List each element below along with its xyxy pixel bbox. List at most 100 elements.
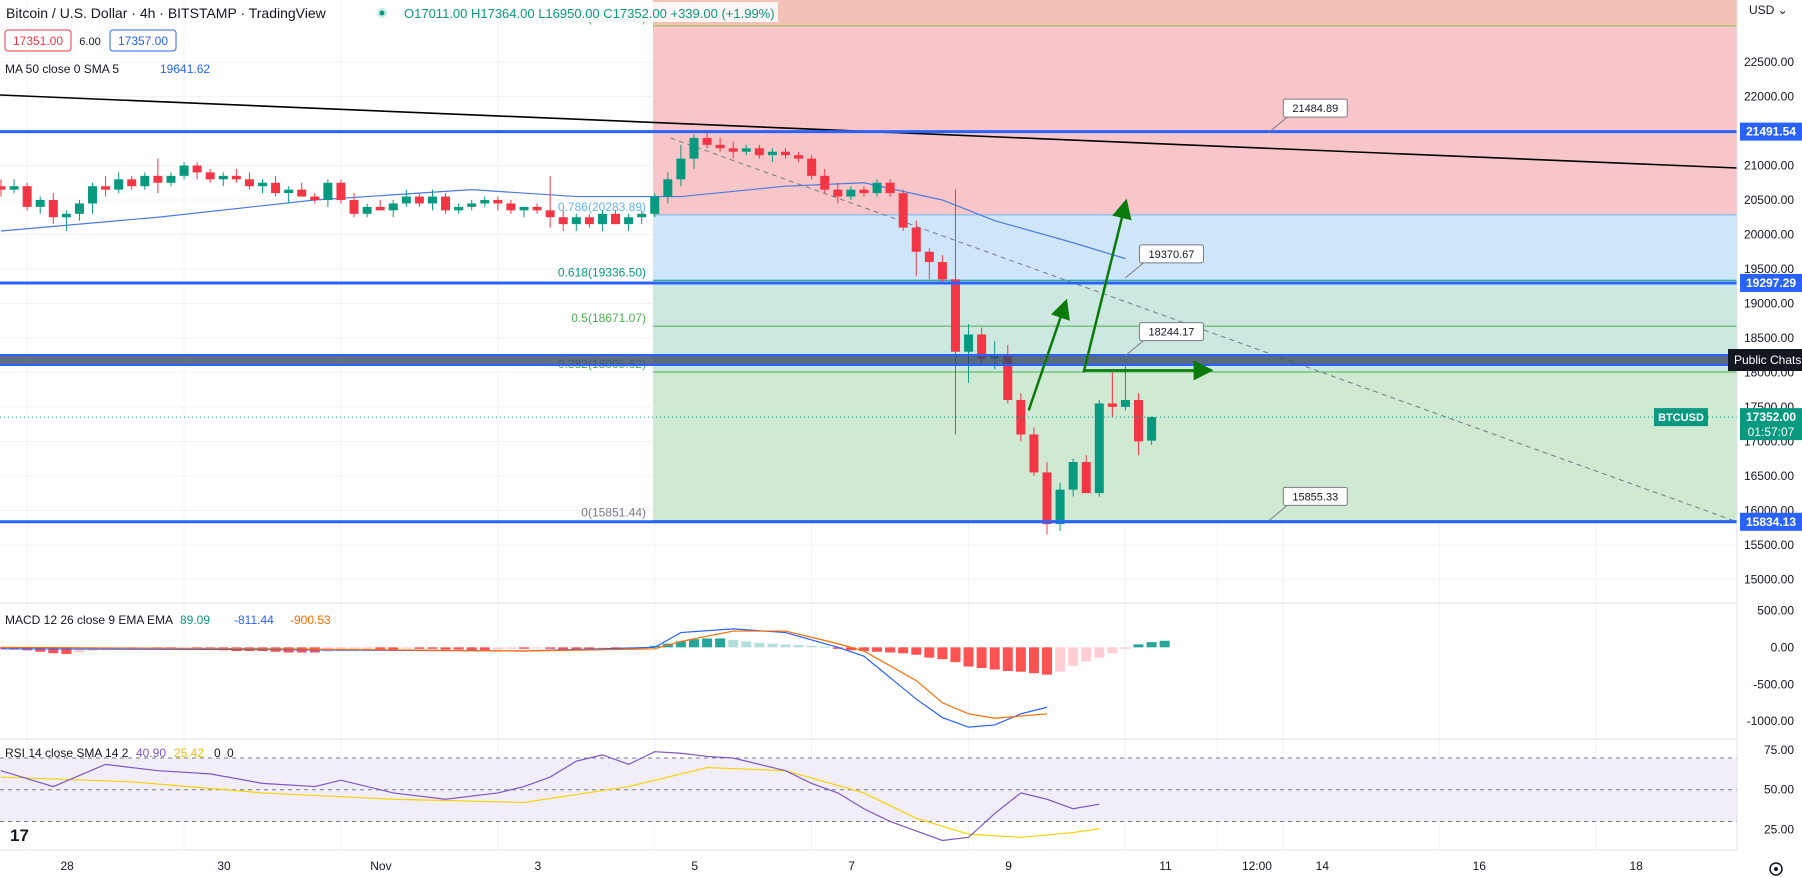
time-axis-bg [0, 850, 1737, 877]
candle-body [323, 182, 333, 200]
last-price-tag [1740, 408, 1802, 441]
price-tick-label: 19000.00 [1744, 296, 1794, 310]
candle-body [637, 213, 647, 218]
macd-bar [715, 638, 726, 648]
macd-bar [937, 647, 948, 660]
level-price-label: 19297.29 [1746, 276, 1796, 290]
macd-bar [48, 647, 59, 654]
candle-body [571, 217, 581, 225]
macd-bar [440, 647, 451, 650]
macd-bar [976, 647, 987, 669]
macd-bar [505, 647, 516, 649]
time-tick-label: 11 [1159, 859, 1172, 873]
macd-bar [492, 647, 503, 650]
candle-body [1003, 355, 1013, 400]
bid-button[interactable] [4, 29, 72, 52]
price-tick-label: 15500.00 [1744, 538, 1794, 552]
tradingview-logo-icon[interactable]: 17 [6, 822, 36, 846]
settings-gear-icon[interactable] [1769, 862, 1783, 876]
callout-label: 15855.33 [1292, 491, 1338, 503]
price-tick-label: 22000.00 [1744, 90, 1794, 104]
macd-bar [780, 644, 791, 648]
time-tick-label: 30 [217, 859, 231, 873]
candle-body [663, 179, 673, 197]
candle-body [1068, 462, 1078, 490]
rsi-legend-value: 40.90 [136, 746, 166, 760]
macd-bar [479, 647, 490, 651]
candle-body [74, 203, 84, 214]
macd-bar [898, 647, 909, 654]
candle-body [611, 213, 621, 225]
fib-zone-top [653, 0, 1737, 26]
price-callouts[interactable]: 21484.89 19370.67 18244.17 15855.33 [1125, 98, 1348, 521]
price-tick-label: 20500.00 [1744, 193, 1794, 207]
macd-tick-label: -500.00 [1753, 677, 1794, 691]
callout-pointer [1125, 340, 1144, 356]
candle-body [179, 165, 189, 176]
last-price-label: 17352.00 [1746, 410, 1796, 424]
countdown-label: 01:57:07 [1748, 425, 1795, 439]
candle-body [231, 175, 241, 180]
macd-bar [1055, 647, 1066, 672]
candle-body [362, 206, 372, 214]
macd-pane: MACD 12 26 close 9 EMA EMA 89.09 -811.44 -9… [0, 602, 1802, 728]
level-price-tag [1740, 273, 1802, 292]
time-axis[interactable]: 28 30 Nov 3 5 7 9 11 12:00 14 16 18 [0, 849, 1737, 877]
macd-bar [558, 647, 569, 650]
rsi-line [0, 751, 1100, 842]
symbol-title: Bitcoin / U.S. Dollar · 4h · BITSTAMP · … [6, 5, 327, 21]
svg-text:17: 17 [10, 826, 29, 845]
candle-body [885, 182, 895, 194]
candle-body [519, 206, 529, 211]
macd-tick-label: 0.00 [1771, 640, 1795, 654]
macd-bar [911, 647, 922, 655]
candle-body [244, 179, 254, 187]
macd-legend-hist: 89.09 [180, 613, 210, 627]
projection-arrows[interactable] [1027, 198, 1214, 411]
ask-button[interactable] [109, 29, 177, 52]
level-price-tag [1740, 122, 1802, 141]
price-axis[interactable]: USD ⌄15000.0015500.0016000.0016500.00170… [1654, 0, 1802, 877]
macd-bar [741, 641, 752, 648]
macd-bar [872, 647, 883, 652]
candle-body [1147, 417, 1157, 441]
symbol-tag-label: BTCUSD [1658, 412, 1704, 424]
ma-legend-label: MA 50 close 0 SMA 5 [5, 62, 119, 76]
macd-bar [963, 647, 974, 667]
macd-bar [858, 647, 869, 652]
callout-label: 21484.89 [1292, 103, 1338, 115]
candle-body [454, 206, 464, 211]
candle-body [166, 175, 176, 183]
candle-body [336, 182, 346, 200]
candle-body [558, 217, 568, 225]
candle-body [205, 172, 215, 180]
price-tick-label: 20000.00 [1744, 227, 1794, 241]
candle-body [1094, 403, 1104, 494]
macd-tick-label: 500.00 [1757, 603, 1794, 617]
fib-zone-0 [653, 372, 1737, 521]
candle-body [140, 175, 150, 187]
time-tick-label: 9 [1005, 859, 1012, 873]
callout-pointer [1268, 116, 1288, 133]
macd-bar [1120, 647, 1131, 649]
candle-body [781, 151, 790, 156]
macd-bar [466, 647, 477, 651]
macd-bar [388, 647, 399, 650]
candle-body [310, 196, 320, 200]
macd-bar [819, 646, 830, 648]
candle-body [715, 144, 725, 149]
macd-bar [0, 647, 6, 649]
time-tick-label: 5 [691, 859, 698, 873]
macd-bar [832, 647, 843, 649]
fib-label: 0.618(19336.50) [558, 265, 646, 279]
candle-body [153, 175, 163, 183]
macd-tick-label: -1000.00 [1747, 714, 1795, 728]
horizontal-levels[interactable] [0, 130, 1737, 524]
macd-bar [989, 647, 1000, 670]
level-price-tag [1740, 512, 1802, 531]
macd-bar [793, 645, 804, 648]
macd-bar [675, 641, 686, 648]
candle-body [258, 182, 267, 187]
rsi-legend-extra: 0 [214, 746, 221, 760]
